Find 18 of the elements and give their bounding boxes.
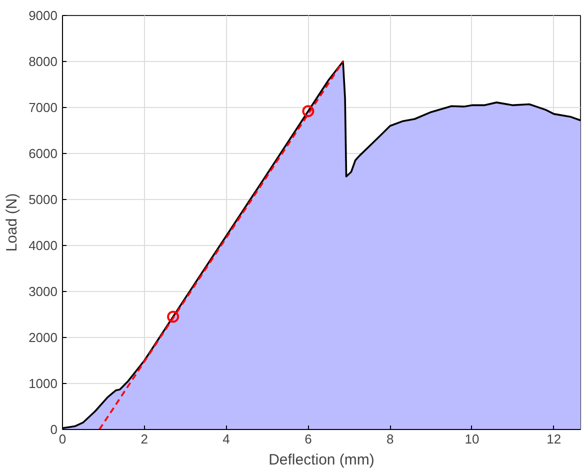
x-tick-label: 2	[140, 432, 148, 446]
y-tick-label: 5000	[28, 192, 58, 207]
y-axis-title: Load (N)	[4, 193, 21, 252]
x-tick-label: 8	[386, 432, 394, 446]
x-tick-label: 6	[304, 432, 312, 446]
y-tick-label: 2000	[28, 330, 58, 345]
x-axis-title: Deflection (mm)	[268, 452, 374, 468]
x-tick-label: 10	[464, 432, 480, 446]
y-tick-label: 4000	[28, 238, 58, 253]
y-tick-label: 9000	[28, 8, 58, 23]
y-tick-label: 1000	[28, 376, 58, 391]
y-tick-label: 8000	[28, 54, 58, 69]
y-tick-label: 3000	[28, 284, 58, 299]
x-tick-label: 12	[546, 432, 562, 446]
x-tick-label: 4	[222, 432, 230, 446]
y-tick-label: 0	[50, 422, 58, 437]
y-tick-label: 6000	[28, 146, 58, 161]
y-tick-label: 7000	[28, 100, 58, 115]
